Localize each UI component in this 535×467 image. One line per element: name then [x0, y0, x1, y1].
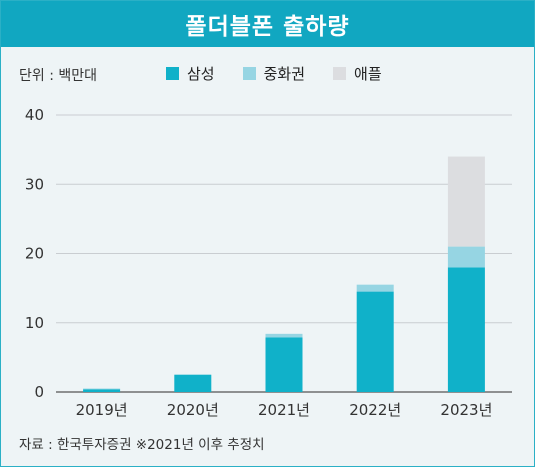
- bar-segment-samsung: [356, 291, 394, 392]
- legend-swatch-samsung: [166, 67, 179, 80]
- legend-item-apple: 애플: [333, 63, 382, 84]
- y-tick-label: 10: [25, 314, 44, 332]
- x-tick-label: 2023년: [440, 401, 492, 419]
- y-tick-label: 0: [34, 383, 44, 401]
- unit-label: 단위 : 백만대: [19, 68, 98, 84]
- bar-segment-china: [83, 388, 121, 390]
- bar-segment-apple: [447, 156, 485, 247]
- chart-title: 폴더블폰 출하량: [185, 14, 350, 40]
- legend-label-china: 중화권: [263, 65, 306, 83]
- bar-segment-china: [356, 284, 394, 292]
- bar-segment-samsung: [83, 389, 121, 392]
- x-tick-label: 2019년: [76, 401, 128, 419]
- y-tick-label: 40: [25, 106, 44, 124]
- source-note: 자료 : 한국투자증권 ※2021년 이후 추정치: [19, 437, 265, 453]
- y-tick-label: 30: [25, 175, 44, 193]
- legend: 삼성 중화권 애플: [166, 63, 382, 84]
- y-tick-label: 20: [25, 245, 44, 263]
- bar-segment-samsung: [174, 374, 212, 392]
- legend-label-apple: 애플: [354, 65, 382, 83]
- x-tick-label: 2020년: [167, 401, 219, 419]
- legend-swatch-china: [242, 67, 256, 80]
- bar-segment-china: [447, 246, 485, 268]
- legend-label-samsung: 삼성: [187, 65, 215, 83]
- bar-segment-samsung: [265, 337, 303, 392]
- bar-segment-samsung: [447, 267, 485, 392]
- bar-segment-china: [265, 333, 303, 338]
- x-tick-label: 2022년: [349, 401, 401, 419]
- legend-item-china: 중화권: [242, 63, 306, 84]
- legend-item-samsung: 삼성: [166, 63, 215, 84]
- x-tick-label: 2021년: [258, 401, 310, 419]
- legend-swatch-apple: [333, 67, 347, 80]
- title-bar: 폴더블폰 출하량: [1, 1, 534, 47]
